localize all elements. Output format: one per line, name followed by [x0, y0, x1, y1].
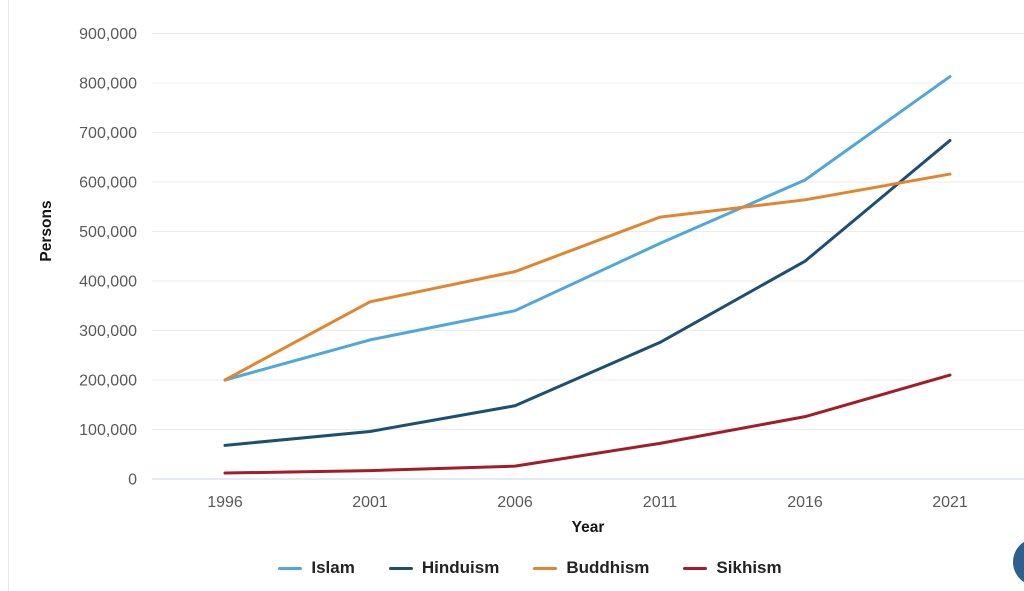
legend-item-buddhism[interactable]: Buddhism — [533, 558, 649, 578]
series-line-buddhism — [223, 172, 952, 382]
floating-action-button[interactable] — [1013, 538, 1024, 586]
legend-label: Islam — [311, 558, 355, 577]
legend-item-sikhism[interactable]: Sikhism — [683, 558, 782, 578]
legend-label: Buddhism — [566, 558, 650, 577]
y-tick-label: 0 — [128, 472, 137, 489]
y-tick-label: 400,000 — [79, 274, 137, 291]
legend-line-swatch — [388, 566, 413, 570]
y-axis-tick-labels: 0 100,000 200,000 300,000 400,000 500,000 600,… — [79, 26, 137, 489]
x-tick-label: 2001 — [352, 494, 388, 511]
series-line-islam — [223, 75, 952, 382]
chart-legend: Islam Hinduism Buddhism Sikhism — [0, 558, 1024, 578]
legend-line-swatch — [278, 566, 303, 570]
x-tick-label: 1996 — [207, 494, 243, 511]
series-line-sikhism — [223, 373, 952, 475]
x-axis-tick-labels: 1996 2001 2006 2011 2016 2021 — [207, 494, 968, 511]
page-edge-divider — [8, 0, 9, 591]
x-tick-label: 2021 — [932, 494, 968, 511]
y-tick-label: 600,000 — [79, 175, 137, 192]
y-axis-title: Persons — [38, 200, 55, 262]
legend-label: Sikhism — [716, 558, 782, 577]
y-tick-label: 200,000 — [79, 373, 137, 390]
x-tick-label: 2006 — [497, 494, 533, 511]
series-lines — [223, 75, 952, 475]
y-tick-label: 800,000 — [79, 76, 137, 93]
legend-item-islam[interactable]: Islam — [278, 558, 355, 578]
legend-line-swatch — [683, 566, 708, 570]
y-tick-label: 700,000 — [79, 125, 137, 142]
y-tick-label: 300,000 — [79, 323, 137, 340]
gridlines — [152, 33, 1024, 480]
y-tick-label: 100,000 — [79, 422, 137, 439]
series-line-hinduism — [223, 138, 952, 447]
x-axis-title: Year — [571, 519, 605, 536]
y-tick-label: 500,000 — [79, 224, 137, 241]
x-tick-label: 2016 — [787, 494, 823, 511]
y-tick-label: 900,000 — [79, 26, 137, 43]
legend-line-swatch — [533, 566, 558, 570]
legend-label: Hinduism — [421, 558, 500, 577]
x-tick-label: 2011 — [643, 494, 678, 511]
legend-item-hinduism[interactable]: Hinduism — [388, 558, 500, 578]
